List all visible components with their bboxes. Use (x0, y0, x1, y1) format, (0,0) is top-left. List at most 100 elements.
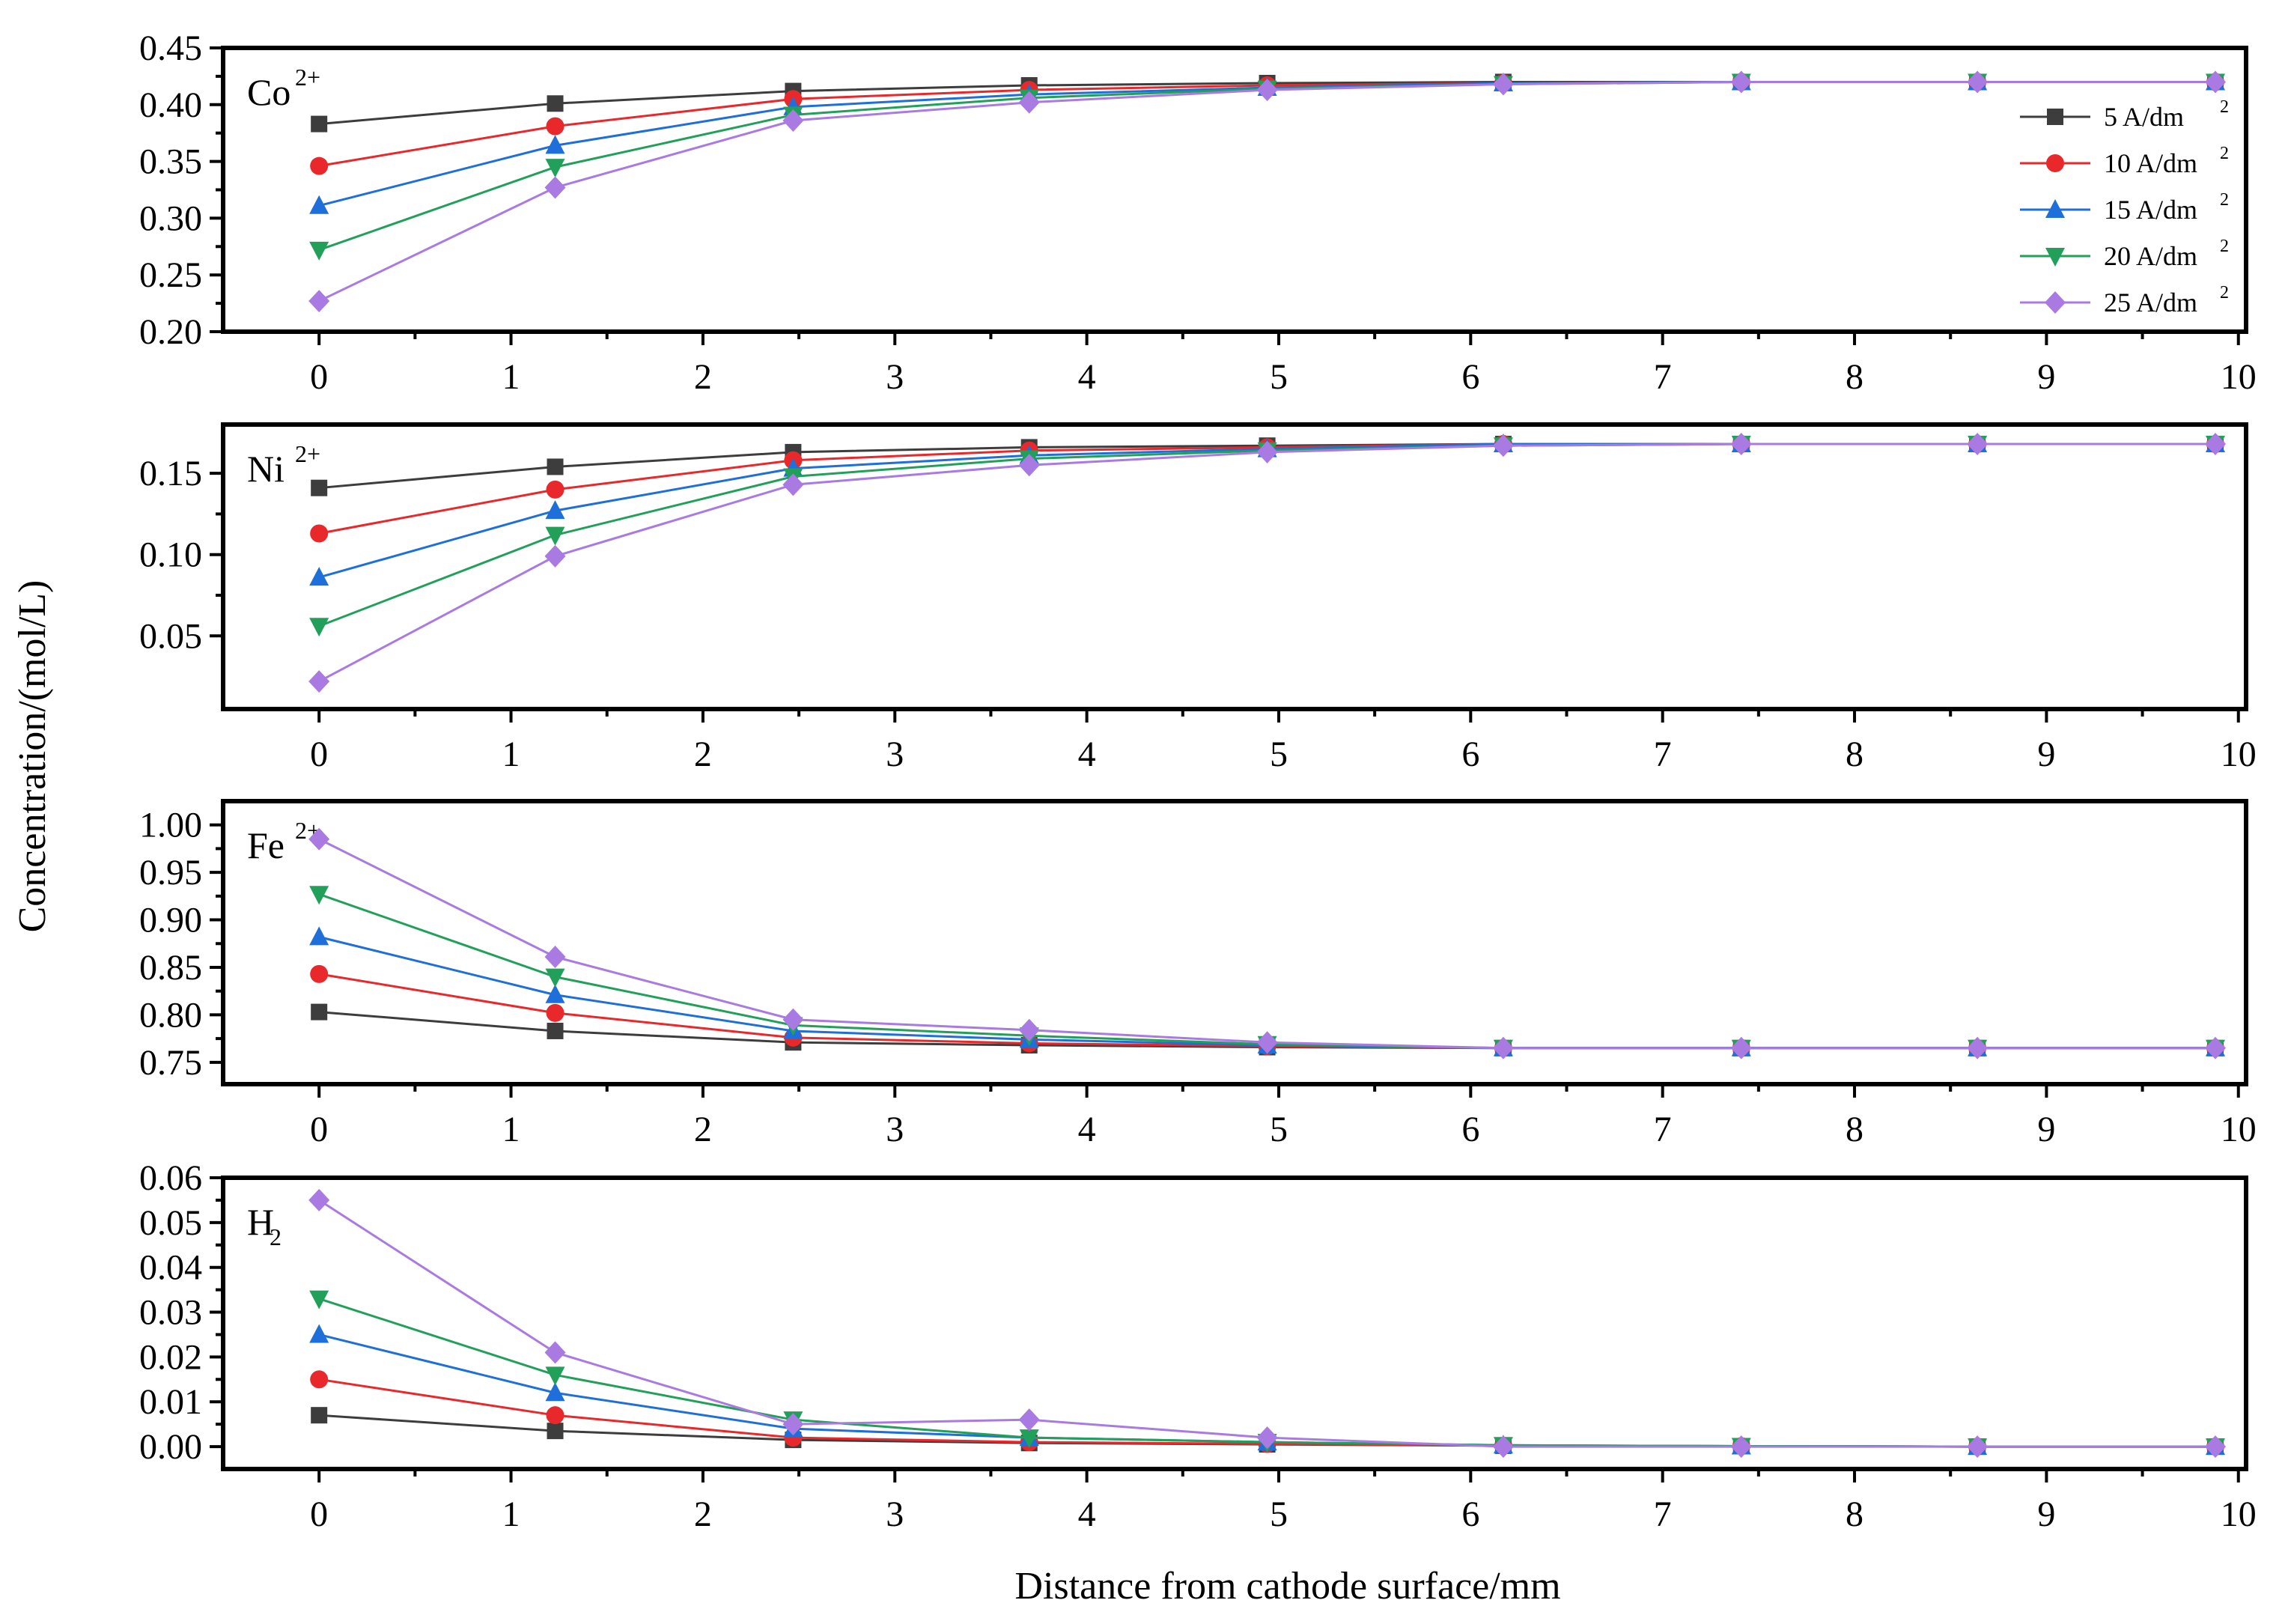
data-point (1730, 1435, 1752, 1459)
data-point (1018, 91, 1040, 114)
y-tick-label: 0.05 (139, 616, 202, 656)
x-tick-label: 6 (1461, 735, 1479, 774)
data-point (547, 95, 564, 112)
data-point (546, 1406, 565, 1425)
data-point (1256, 440, 1278, 463)
data-point (311, 115, 328, 133)
data-point (309, 567, 329, 586)
data-point (2204, 1435, 2226, 1459)
data-point (1967, 70, 1989, 94)
data-point (310, 964, 329, 983)
data-point (309, 1324, 329, 1343)
legend-marker (2046, 154, 2064, 172)
x-tick-label: 10 (2221, 1494, 2257, 1534)
x-tick-label: 3 (886, 1494, 904, 1534)
x-tick-label: 2 (694, 357, 712, 397)
series-line (318, 80, 2215, 302)
x-tick-label: 1 (502, 735, 520, 774)
y-tick-label: 0.04 (139, 1248, 202, 1288)
y-tick-label: 0.85 (139, 948, 202, 988)
data-point (545, 968, 565, 988)
data-point (1730, 433, 1752, 456)
data-point (308, 1188, 330, 1211)
y-tick-label: 0.35 (139, 142, 202, 182)
data-point (1492, 434, 1514, 457)
y-tick-label: 0.25 (139, 255, 202, 295)
y-tick-label: 0.05 (139, 1203, 202, 1243)
legend-label: 20 A/dm (2104, 241, 2197, 271)
data-point (545, 1366, 565, 1386)
legend: 5 A/dm 2 10 A/dm 2 15 A/dm 2 20 A/dm 2 25 A/dm 2 (2020, 97, 2229, 317)
panel-ni: 0 1 2 3 4 5 6 7 8 9 10 0.05 0.10 0.15 Ni 2+ (139, 422, 2257, 774)
data-point (1256, 1426, 1278, 1450)
data-point (1730, 1036, 1752, 1059)
x-tick-label: 7 (1654, 735, 1672, 774)
x-tick-label: 1 (502, 1494, 520, 1534)
data-point (1492, 1435, 1514, 1459)
data-point (1967, 1036, 1989, 1059)
data-point (1256, 79, 1278, 102)
data-point (547, 1423, 564, 1440)
x-tick-label: 9 (2037, 1494, 2055, 1534)
series-5 (308, 70, 2226, 313)
series-line (318, 838, 2215, 1050)
data-point (1492, 1036, 1514, 1059)
x-tick-label: 8 (1846, 357, 1863, 397)
legend-marker (2045, 248, 2065, 267)
x-tick-label: 0 (310, 1494, 328, 1534)
data-point (2204, 433, 2226, 456)
data-point (2204, 1036, 2226, 1059)
x-tick-label: 2 (694, 1494, 712, 1534)
data-point (311, 1407, 328, 1424)
x-tick-label: 9 (2037, 357, 2055, 397)
x-tick-label: 6 (1461, 1494, 1479, 1534)
legend-unit-sup: 2 (2220, 190, 2229, 210)
data-point (309, 1290, 329, 1310)
x-tick-label: 6 (1461, 357, 1479, 397)
panel-h: 0 1 2 3 4 5 6 7 8 9 10 0.00 0.01 0.020.03 0.04 0.05 0.06… (139, 1158, 2257, 1534)
y-tick-label: 0.06 (139, 1158, 202, 1198)
data-point (2204, 70, 2226, 94)
legend-label: 5 A/dm (2104, 102, 2184, 132)
y-tick-label: 0.80 (139, 995, 202, 1035)
data-point (545, 135, 565, 154)
data-point (1967, 433, 1989, 456)
series-line (318, 443, 2215, 683)
y-tick-label: 0.20 (139, 312, 202, 352)
x-tick-label: 8 (1846, 1494, 1863, 1534)
data-point (308, 827, 330, 851)
data-point (308, 670, 330, 693)
x-tick-label: 10 (2221, 1110, 2257, 1149)
species-label: Ni (247, 448, 285, 490)
x-tick-label: 5 (1270, 1494, 1288, 1534)
y-axis-title: Concentration/(mol/L) (11, 580, 54, 933)
x-tick-label: 10 (2221, 735, 2257, 774)
y-tick-label: 0.75 (139, 1043, 202, 1083)
data-point (544, 176, 566, 199)
data-point (545, 526, 565, 546)
legend-unit-sup: 2 (2220, 97, 2229, 117)
data-point (1018, 454, 1040, 477)
legend-label: 10 A/dm (2104, 148, 2197, 178)
data-point (1967, 1435, 1989, 1459)
panel-co: 0 1 2 3 4 5 6 7 8 9 10 0.20 0.25 0.30 0.35 0.40 0.45 Co 2+… (139, 28, 2257, 397)
y-tick-label: 0.01 (139, 1382, 202, 1422)
series-line (318, 892, 2215, 1050)
x-tick-label: 10 (2221, 357, 2257, 397)
y-tick-label: 0.00 (139, 1427, 202, 1467)
y-tick-label: 0.45 (139, 28, 202, 68)
y-tick-label: 0.10 (139, 535, 202, 575)
y-tick-label: 0.03 (139, 1293, 202, 1333)
series-line (318, 80, 2215, 252)
y-tick-label: 0.30 (139, 198, 202, 238)
data-point (1018, 1408, 1040, 1432)
y-tick-label: 1.00 (139, 806, 202, 845)
data-point (1256, 1031, 1278, 1054)
data-point (544, 1341, 566, 1364)
data-point (309, 886, 329, 905)
data-point (1492, 73, 1514, 96)
x-tick-label: 5 (1270, 1110, 1288, 1149)
data-point (309, 618, 329, 637)
series-line (318, 1199, 2215, 1448)
